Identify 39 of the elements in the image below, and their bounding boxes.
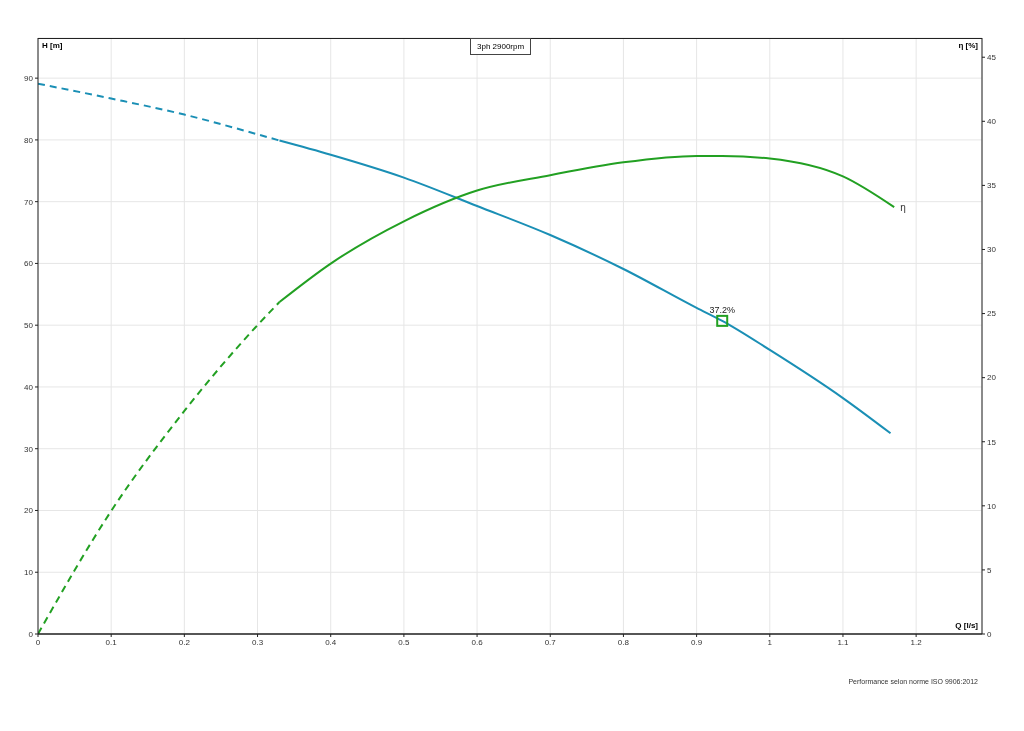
y-tick-label: 40 (24, 382, 34, 392)
x-tick-label: 0.2 (178, 637, 191, 647)
y2-tick-label: 45 (987, 53, 997, 63)
y-axis-title: H [m] (42, 41, 63, 50)
x-tick-label: 0.3 (251, 637, 264, 647)
x-tick-label: 1 (767, 637, 773, 647)
x-tick-label: 0.5 (398, 637, 410, 647)
series-label: η (900, 202, 906, 214)
y-tick-label: 0 (28, 629, 34, 639)
x-tick-label: 0.8 (617, 637, 630, 647)
y2-tick-label: 15 (987, 437, 997, 447)
y-tick-label: 50 (24, 321, 34, 331)
y-tick-label: 30 (24, 444, 34, 454)
y2-tick-label: 20 (987, 373, 997, 383)
x-tick-label: 0 (35, 637, 41, 647)
x-tick-label: 0.1 (105, 637, 118, 647)
x-tick-label: 0.7 (544, 637, 557, 647)
y2-tick-label: 10 (987, 501, 997, 511)
x-axis-title: Q [l/s] (955, 621, 978, 630)
y2-axis-title: η [%] (958, 41, 978, 50)
y-tick-label: 80 (24, 135, 34, 145)
y-tick-label: 70 (24, 197, 34, 207)
y-tick-label: 10 (24, 568, 34, 578)
text: 3ph 2900rpm (470, 38, 532, 55)
x-tick-label: 1.2 (910, 637, 923, 647)
annotation: 37.2% (709, 304, 735, 315)
x-tick-label: 0.6 (471, 637, 484, 647)
y2-tick-label: 25 (987, 309, 997, 319)
y2-tick-label: 40 (987, 117, 997, 127)
y-tick-label: 90 (24, 73, 34, 83)
x-tick-label: 0.4 (325, 637, 337, 647)
y-tick-label: 60 (24, 259, 34, 269)
y2-tick-label: 0 (987, 629, 992, 639)
y-tick-label: 20 (24, 506, 34, 516)
x-tick-label: 0.9 (691, 637, 703, 647)
y2-tick-label: 35 (987, 181, 997, 191)
x-tick-label: 1.1 (837, 637, 850, 647)
y2-tick-label: 5 (987, 565, 992, 575)
y2-tick-label: 30 (987, 245, 997, 255)
